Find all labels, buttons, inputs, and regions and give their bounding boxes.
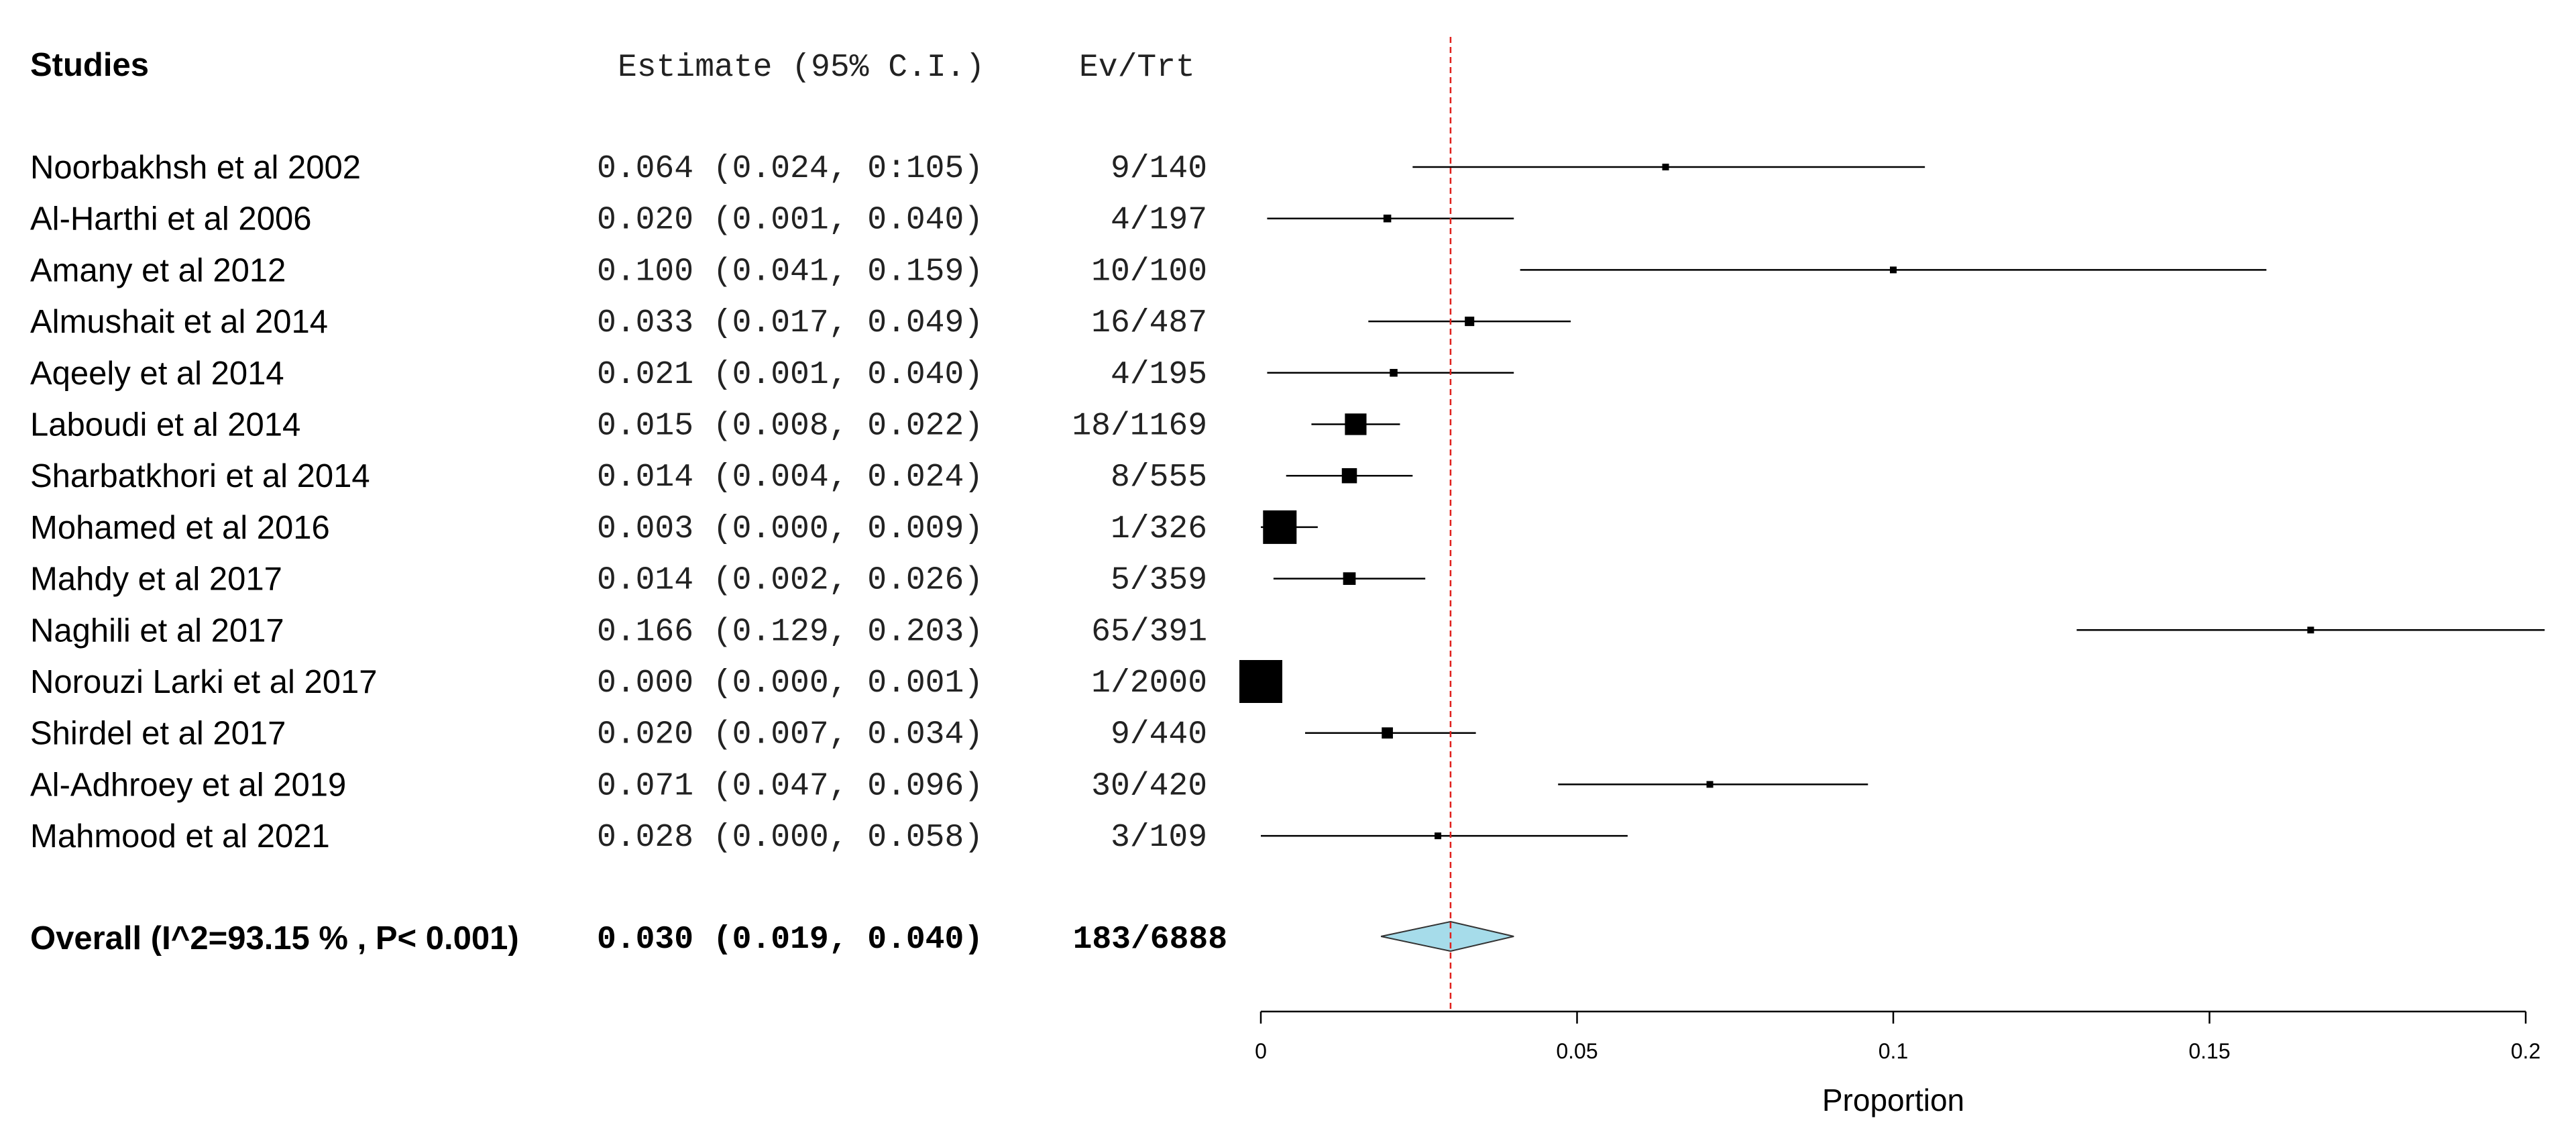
overall-row: Overall (I^2=93.15 % , P< 0.001) 0.030 (0…: [30, 920, 1227, 958]
study-ev-trt: 10/100: [1091, 254, 1207, 290]
point-estimate-marker: [1239, 660, 1282, 703]
study-ev-trt: 4/195: [1111, 357, 1207, 393]
study-ev-trt: 65/391: [1091, 614, 1207, 650]
x-axis: 0 0.05 0.1 0.15 0.2 Proportion: [1255, 1010, 2540, 1117]
header-studies: Studies: [30, 47, 149, 83]
study-ev-trt: 18/1169: [1072, 408, 1207, 445]
study-label: Noorbakhsh et al 2002: [30, 150, 361, 186]
overall-diamond: [1380, 920, 1514, 952]
study-estimate-ci: 0.028 (0.000, 0.058): [597, 820, 983, 856]
x-tick-label: 0.05: [1556, 1039, 1598, 1063]
point-estimate-marker: [1343, 572, 1356, 585]
study-row: Almushait et al 2014 0.033 (0.017, 0.049)…: [30, 304, 1207, 341]
study-ev-trt: 5/359: [1111, 563, 1207, 599]
study-estimate-ci: 0.014 (0.004, 0.024): [597, 459, 983, 496]
study-row: Mahdy et al 2017 0.014 (0.002, 0.026) 5/35…: [30, 561, 1207, 599]
study-estimate-ci: 0.003 (0.000, 0.009): [597, 511, 983, 547]
study-label: Mahdy et al 2017: [30, 561, 282, 598]
study-ev-trt: 8/555: [1111, 459, 1207, 496]
study-label: Mahmood et al 2021: [30, 818, 330, 855]
point-estimate-marker: [1435, 832, 1442, 840]
study-ev-trt: 30/420: [1091, 768, 1207, 804]
study-label: Naghili et al 2017: [30, 612, 284, 649]
study-rows: Noorbakhsh et al 2002 0.064 (0.024, 0:105…: [30, 150, 1207, 856]
overall-ev-trt: 183/6888: [1073, 922, 1227, 958]
study-row: Naghili et al 2017 0.166 (0.129, 0.203) 65…: [30, 612, 1207, 650]
study-label: Sharbatkhori et al 2014: [30, 458, 370, 494]
point-estimate-marker: [2307, 626, 2314, 634]
header-estimate: Estimate (95% C.I.): [618, 50, 985, 86]
study-estimate-ci: 0.000 (0.000, 0.001): [597, 665, 983, 702]
point-estimate-marker: [1345, 413, 1367, 435]
study-ev-trt: 9/440: [1111, 717, 1207, 753]
study-label: Aqeely et al 2014: [30, 356, 284, 392]
study-ev-trt: 3/109: [1111, 820, 1207, 856]
study-row: Noorbakhsh et al 2002 0.064 (0.024, 0:105…: [30, 150, 1207, 187]
x-tick-label: 0.1: [1879, 1039, 1908, 1063]
study-label: Almushait et al 2014: [30, 304, 328, 340]
point-estimate-marker: [1465, 317, 1475, 327]
chart-marks: [1239, 37, 2545, 1012]
study-label: Norouzi Larki et al 2017: [30, 664, 378, 700]
study-estimate-ci: 0.071 (0.047, 0.096): [597, 768, 983, 804]
header-ev-trt: Ev/Trt: [1079, 50, 1195, 86]
study-row: Al-Harthi et al 2006 0.020 (0.001, 0.040)…: [30, 201, 1207, 239]
study-row: Amany et al 2012 0.100 (0.041, 0.159) 10/1…: [30, 252, 1207, 290]
study-label: Mohamed et al 2016: [30, 510, 330, 546]
study-estimate-ci: 0.014 (0.002, 0.026): [597, 563, 983, 599]
study-label: Al-Harthi et al 2006: [30, 201, 311, 237]
study-estimate-ci: 0.100 (0.041, 0.159): [597, 254, 983, 290]
study-ev-trt: 1/326: [1111, 511, 1207, 547]
study-estimate-ci: 0.033 (0.017, 0.049): [597, 305, 983, 341]
study-estimate-ci: 0.020 (0.007, 0.034): [597, 717, 983, 753]
study-ev-trt: 9/140: [1111, 151, 1207, 187]
point-estimate-marker: [1890, 266, 1897, 274]
study-ev-trt: 4/197: [1111, 203, 1207, 239]
study-ev-trt: 1/2000: [1091, 665, 1207, 702]
x-axis-label: Proportion: [1822, 1083, 1964, 1117]
study-row: Sharbatkhori et al 2014 0.014 (0.004, 0.0…: [30, 458, 1207, 496]
study-estimate-ci: 0.166 (0.129, 0.203): [597, 614, 983, 650]
study-row: Mahmood et al 2021 0.028 (0.000, 0.058) 3/…: [30, 818, 1207, 856]
point-estimate-marker: [1706, 781, 1714, 788]
point-estimate-marker: [1383, 214, 1392, 223]
study-label: Al-Adhroey et al 2019: [30, 767, 346, 803]
study-label: Laboudi et al 2014: [30, 407, 300, 443]
study-label: Amany et al 2012: [30, 252, 286, 288]
x-tick-label: 0: [1255, 1039, 1267, 1063]
overall-label: Overall (I^2=93.15 % , P< 0.001): [30, 920, 519, 957]
study-row: Mohamed et al 2016 0.003 (0.000, 0.009) 1/…: [30, 510, 1207, 547]
study-estimate-ci: 0.020 (0.001, 0.040): [597, 203, 983, 239]
point-estimate-marker: [1662, 164, 1669, 170]
study-row: Al-Adhroey et al 2019 0.071 (0.047, 0.096…: [30, 767, 1207, 804]
x-tick-label: 0.15: [2188, 1039, 2230, 1063]
study-estimate-ci: 0.021 (0.001, 0.040): [597, 357, 983, 393]
study-row: Aqeely et al 2014 0.021 (0.001, 0.040) 4/1…: [30, 356, 1207, 393]
point-estimate-marker: [1382, 727, 1393, 739]
study-label: Shirdel et al 2017: [30, 716, 286, 752]
point-estimate-marker: [1263, 510, 1297, 544]
study-row: Norouzi Larki et al 2017 0.000 (0.000, 0.…: [30, 664, 1207, 702]
point-estimate-marker: [1341, 468, 1357, 484]
study-row: Laboudi et al 2014 0.015 (0.008, 0.022) 18…: [30, 407, 1207, 445]
x-tick-label: 0.2: [2511, 1039, 2540, 1063]
study-estimate-ci: 0.064 (0.024, 0:105): [597, 151, 983, 187]
study-ev-trt: 16/487: [1091, 305, 1207, 341]
study-estimate-ci: 0.015 (0.008, 0.022): [597, 408, 983, 445]
study-row: Shirdel et al 2017 0.020 (0.007, 0.034) 9/…: [30, 716, 1207, 753]
point-estimate-marker: [1390, 369, 1398, 377]
overall-estimate-ci: 0.030 (0.019, 0.040): [597, 922, 983, 958]
